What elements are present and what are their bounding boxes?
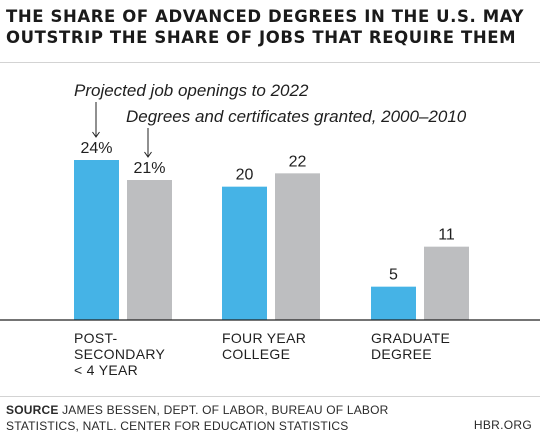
data-label: 24%	[80, 140, 112, 157]
category-label: < 4 YEAR	[74, 362, 138, 378]
bar-job-openings	[74, 160, 119, 320]
category-label: FOUR YEAR	[222, 330, 306, 346]
bar-degrees	[127, 180, 172, 320]
data-label: 21%	[133, 160, 165, 177]
series-annotation: Degrees and certificates granted, 2000–2…	[126, 107, 467, 126]
category-label: GRADUATE	[371, 330, 450, 346]
chart-title-line: OUTSTRIP THE SHARE OF JOBS THAT REQUIRE …	[6, 28, 517, 47]
bar-chart: 24% 21% POST-SECONDARY< 4 YEAR 20 22 FOUR YEA…	[0, 81, 540, 378]
top-divider	[0, 62, 540, 63]
chart-title-line: THE SHARE OF ADVANCED DEGREES IN THE U.S…	[6, 7, 525, 26]
annotation-arrow-head	[92, 131, 100, 138]
annotation-arrow-head	[144, 151, 152, 158]
category-label: DEGREE	[371, 346, 432, 362]
series-annotation: Projected job openings to 2022	[74, 81, 309, 100]
bar-job-openings	[371, 286, 416, 320]
data-label: 20	[236, 167, 254, 184]
bottom-divider	[0, 396, 540, 397]
bar-degrees	[424, 246, 469, 320]
source-note: SOURCE JAMES BESSEN, DEPT. OF LABOR, BUR…	[6, 402, 446, 434]
source-label: SOURCE	[6, 403, 59, 417]
source-text-line: STATISTICS, NATL. CENTER FOR EDUCATION S…	[6, 419, 349, 433]
chart-title: THE SHARE OF ADVANCED DEGREES IN THE U.S…	[6, 6, 536, 48]
category-label: COLLEGE	[222, 346, 290, 362]
data-label: 11	[438, 227, 455, 244]
category-label: SECONDARY	[74, 346, 165, 362]
category-label: POST-	[74, 330, 118, 346]
source-text-line: JAMES BESSEN, DEPT. OF LABOR, BUREAU OF …	[62, 403, 389, 417]
data-label: 5	[389, 267, 398, 284]
hbr-credit: HBR.ORG	[473, 418, 532, 432]
bar-degrees	[275, 173, 320, 320]
bar-job-openings	[222, 186, 267, 320]
data-label: 22	[289, 153, 307, 170]
